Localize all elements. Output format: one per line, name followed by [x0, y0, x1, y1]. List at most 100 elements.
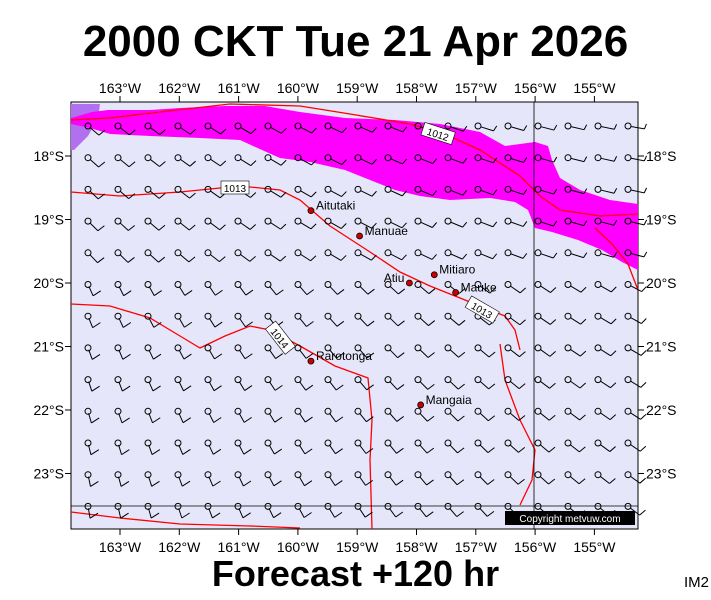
- wind-barb: [144, 407, 161, 424]
- wind-barb: [384, 281, 406, 295]
- wind-barb: [414, 471, 434, 486]
- wind-barb: [264, 344, 284, 359]
- wind-barb: [624, 471, 646, 484]
- wind-barb: [474, 154, 498, 164]
- wind-barb: [444, 185, 468, 196]
- wind-barb: [114, 376, 131, 392]
- wind-barb: [384, 249, 407, 261]
- wind-barb: [294, 439, 313, 455]
- wind-barb: [384, 344, 405, 359]
- wind-barb: [504, 122, 528, 131]
- wind-barb: [564, 439, 586, 453]
- wind-barb: [624, 439, 647, 452]
- wind-barb: [354, 471, 374, 486]
- wind-barb: [504, 185, 528, 195]
- wind-barb: [534, 249, 558, 259]
- lon-label-bottom: 163°W: [99, 539, 142, 555]
- wind-barb: [114, 154, 136, 168]
- wind-barb: [354, 217, 377, 229]
- lat-label-right: 21°S: [646, 339, 677, 355]
- wind-barb: [294, 154, 317, 166]
- wind-barb: [234, 154, 257, 167]
- isobar-1015: [70, 511, 301, 529]
- wind-barb: [474, 439, 495, 454]
- places: Aitutaki Manuae Mitiaro Atiu Mauke Rarotonga M…: [307, 199, 497, 409]
- wind-barb: [564, 407, 586, 421]
- wind-barb: [204, 122, 227, 135]
- precip-band: [71, 106, 638, 270]
- wind-barb: [564, 154, 588, 163]
- wind-barb: [384, 407, 404, 422]
- wind-barb: [444, 502, 464, 518]
- wind-barb: [204, 249, 226, 263]
- wind-barb: [294, 344, 314, 359]
- wind-barb: [414, 439, 435, 454]
- wind-barb: [534, 185, 558, 195]
- wind-barb: [324, 154, 347, 166]
- lon-label-bottom: 155°W: [573, 539, 616, 555]
- wind-barb: [174, 122, 197, 135]
- wind-barb: [474, 217, 498, 228]
- wind-barb: [84, 185, 105, 200]
- wind-barb: [114, 344, 131, 360]
- wind-barb: [624, 154, 647, 162]
- wind-barb: [84, 376, 100, 392]
- lat-label-left: 21°S: [33, 339, 64, 355]
- lat-label-right: 18°S: [646, 148, 677, 164]
- wind-barb: [594, 185, 618, 194]
- wind-barb: [414, 217, 438, 228]
- wind-barb: [114, 122, 136, 136]
- wind-barb: [474, 376, 496, 390]
- wind-barb: [354, 154, 377, 165]
- wind-barb: [444, 312, 466, 326]
- wind-barb: [384, 185, 407, 197]
- wind-barb: [294, 185, 317, 198]
- place-dot: [452, 289, 460, 296]
- wind-barb: [234, 217, 257, 230]
- wind-barb: [144, 122, 166, 135]
- wind-barb: [174, 376, 192, 392]
- wind-barb: [624, 376, 647, 388]
- wind-barb: [264, 217, 287, 230]
- wind-barb: [324, 249, 347, 261]
- wind-barb: [294, 407, 313, 423]
- wind-barb: [594, 249, 618, 258]
- wind-barb: [624, 407, 647, 420]
- lon-label-top: 157°W: [455, 80, 498, 96]
- wind-barb: [264, 376, 283, 391]
- wind-barb: [354, 185, 377, 197]
- wind-barb: [84, 217, 105, 232]
- wind-barb: [114, 217, 136, 231]
- wind-barb: [174, 471, 191, 487]
- wind-barb: [624, 122, 647, 130]
- wind-barb: [324, 471, 343, 486]
- wind-barb: [294, 502, 312, 518]
- wind-barb: [444, 376, 465, 390]
- wind-barb: [354, 249, 377, 261]
- wind-barb: [84, 249, 105, 264]
- wind-barb: [384, 439, 404, 454]
- wind-barb: [84, 502, 99, 519]
- wind-barb: [174, 249, 196, 263]
- place-dot: [430, 271, 438, 279]
- wind-barb: [114, 249, 135, 263]
- wind-barb: [144, 217, 166, 231]
- wind-barb: [444, 471, 465, 486]
- wind-barb: [624, 249, 648, 258]
- wind-barb: [174, 344, 192, 360]
- wind-barb: [84, 281, 102, 297]
- wind-barb: [234, 249, 256, 262]
- wind-barb: [534, 376, 556, 389]
- wind-barb: [144, 185, 166, 199]
- wind-barb: [204, 154, 227, 167]
- lon-label-bottom: 161°W: [218, 539, 261, 555]
- wind-barb: [414, 344, 435, 358]
- wind-barb: [294, 312, 314, 327]
- wind-barb: [174, 502, 190, 519]
- wind-barb: [594, 471, 616, 484]
- wind-barb: [414, 502, 434, 518]
- wind-barb: [144, 249, 166, 263]
- wind-barb: [414, 312, 436, 326]
- wind-barb: [414, 154, 438, 165]
